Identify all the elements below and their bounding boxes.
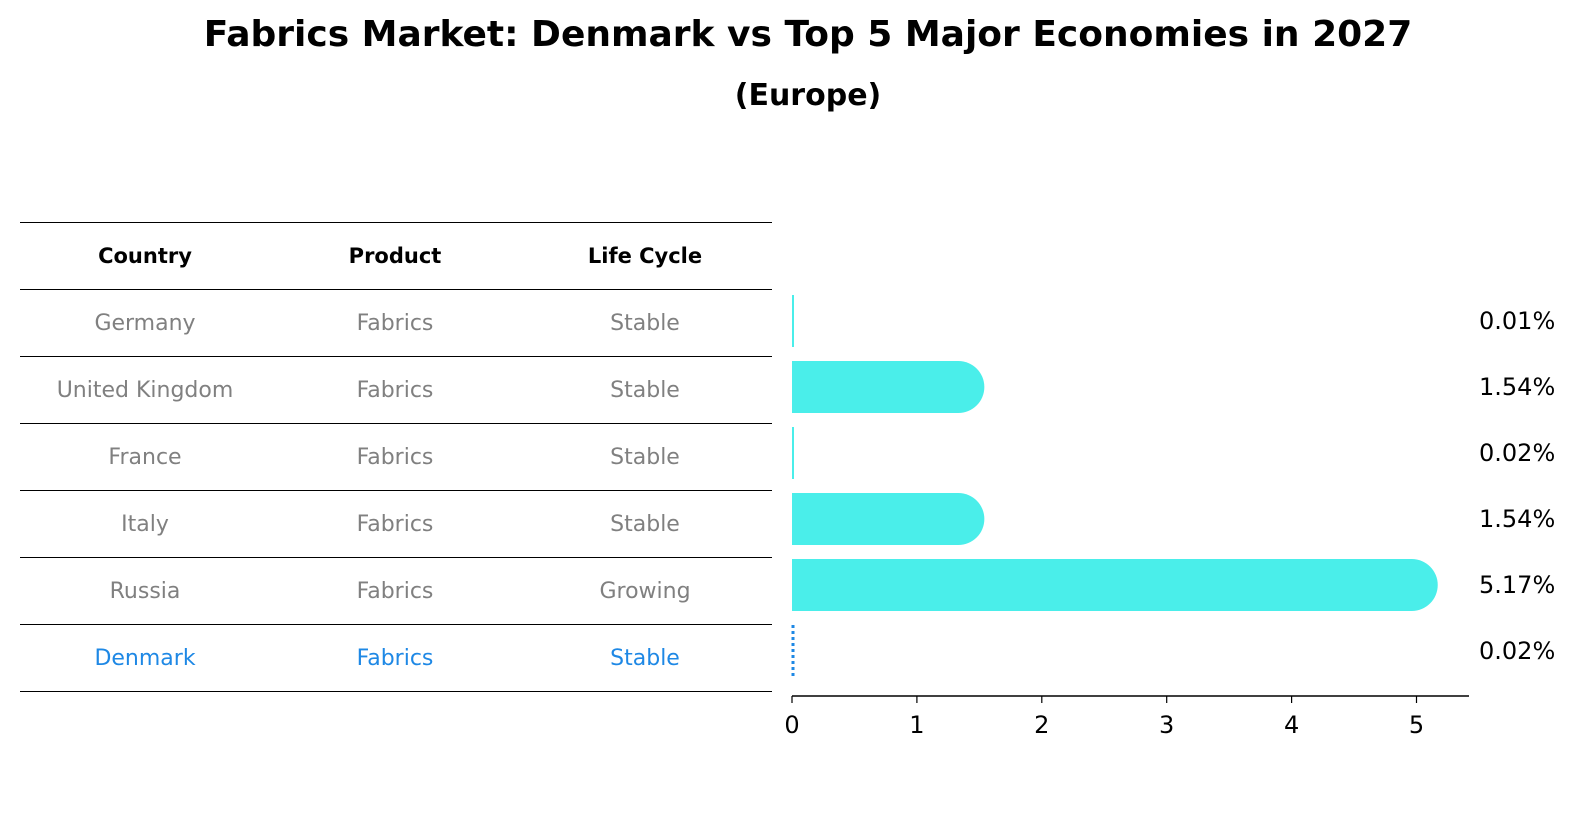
product-cell: Fabrics	[356, 377, 434, 403]
x-tick-label: 5	[1409, 711, 1424, 739]
value-label: 1.54%	[1479, 373, 1555, 401]
life-cycle-cell: Stable	[610, 444, 680, 470]
table-row: Germany Fabrics Stable	[20, 290, 772, 357]
value-label: 0.01%	[1479, 307, 1555, 335]
country-cell: Germany	[94, 310, 196, 336]
life-cycle-cell: Growing	[599, 578, 691, 604]
x-tick-label: 4	[1284, 711, 1299, 739]
life-cycle-cell: Stable	[610, 645, 680, 671]
bar	[792, 493, 985, 545]
table-body: Germany Fabrics Stable United Kingdom Fabric…	[20, 290, 772, 692]
bar	[792, 295, 794, 347]
header-product: Product	[348, 244, 442, 268]
x-tick-label: 1	[909, 711, 924, 739]
value-label: 1.54%	[1479, 505, 1555, 533]
country-cell: Italy	[121, 511, 169, 537]
bar	[792, 559, 1438, 611]
x-tick-label: 0	[784, 711, 799, 739]
table-row: France Fabrics Stable	[20, 424, 772, 491]
product-cell: Fabrics	[356, 511, 434, 537]
product-cell: Fabrics	[356, 645, 434, 671]
country-cell: Russia	[109, 578, 181, 604]
data-table: Country Product Life Cycle Germany Fabric…	[20, 222, 772, 692]
life-cycle-cell: Stable	[610, 377, 680, 403]
bar	[792, 427, 794, 479]
header-country: Country	[98, 244, 192, 268]
product-cell: Fabrics	[356, 310, 434, 336]
life-cycle-cell: Stable	[610, 511, 680, 537]
x-tick-label: 3	[1159, 711, 1174, 739]
table-header-row: Country Product Life Cycle	[20, 223, 772, 290]
life-cycle-cell: Stable	[610, 310, 680, 336]
value-label: 5.17%	[1479, 571, 1555, 599]
bar	[792, 361, 985, 413]
x-tick-label: 2	[1034, 711, 1049, 739]
header-life-cycle: Life Cycle	[587, 244, 703, 268]
chart-subtitle: (Europe)	[734, 78, 882, 113]
country-cell: Denmark	[94, 645, 196, 671]
value-label: 0.02%	[1479, 637, 1555, 665]
country-cell: France	[108, 444, 182, 470]
product-cell: Fabrics	[356, 578, 434, 604]
table-row: Denmark Fabrics Stable	[20, 625, 772, 692]
chart-title: Fabrics Market: Denmark vs Top 5 Major E…	[203, 14, 1413, 55]
value-label: 0.02%	[1479, 439, 1555, 467]
table-row: Russia Fabrics Growing	[20, 558, 772, 625]
table-row: United Kingdom Fabrics Stable	[20, 357, 772, 424]
table-row: Italy Fabrics Stable	[20, 491, 772, 558]
product-cell: Fabrics	[356, 444, 434, 470]
country-cell: United Kingdom	[56, 377, 234, 403]
